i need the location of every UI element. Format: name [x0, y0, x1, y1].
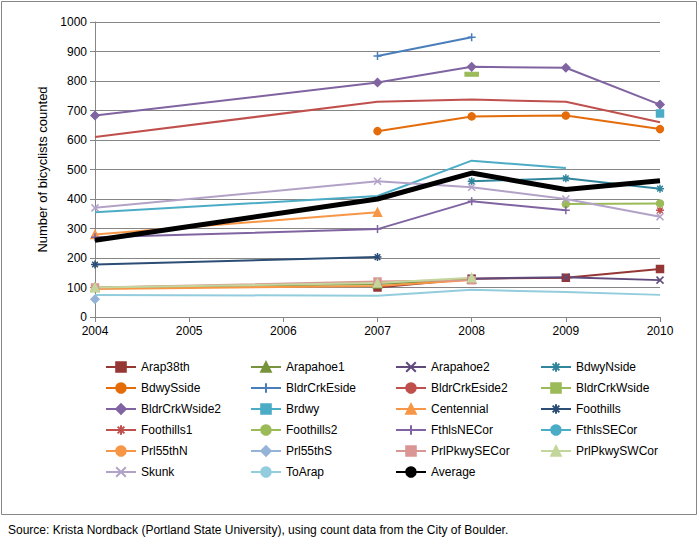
svg-text:BldrCrkEside: BldrCrkEside — [286, 381, 356, 395]
svg-text:BdwyNside: BdwyNside — [576, 360, 636, 374]
svg-text:Skunk: Skunk — [141, 465, 175, 479]
svg-text:Foothills2: Foothills2 — [286, 423, 338, 437]
svg-text:BldrCrkWside: BldrCrkWside — [576, 381, 650, 395]
svg-text:600: 600 — [67, 133, 87, 147]
svg-text:1000: 1000 — [60, 15, 87, 29]
svg-text:2005: 2005 — [176, 324, 203, 338]
svg-text:Arapahoe1: Arapahoe1 — [286, 360, 345, 374]
svg-text:Number of bicyclists counted: Number of bicyclists counted — [35, 86, 50, 252]
svg-text:2004: 2004 — [82, 324, 109, 338]
svg-text:2010: 2010 — [647, 324, 674, 338]
svg-text:2007: 2007 — [364, 324, 391, 338]
svg-text:200: 200 — [67, 251, 87, 265]
svg-text:Arap38th: Arap38th — [141, 360, 190, 374]
svg-text:FthlsSECor: FthlsSECor — [576, 423, 637, 437]
svg-text:PrlPkwySECor: PrlPkwySECor — [431, 444, 510, 458]
svg-text:300: 300 — [67, 222, 87, 236]
svg-text:100: 100 — [67, 281, 87, 295]
svg-text:2006: 2006 — [270, 324, 297, 338]
svg-text:700: 700 — [67, 104, 87, 118]
svg-text:Prl55thS: Prl55thS — [286, 444, 332, 458]
svg-text:Foothills1: Foothills1 — [141, 423, 193, 437]
svg-text:800: 800 — [67, 74, 87, 88]
svg-text:FthlsNECor: FthlsNECor — [431, 423, 493, 437]
svg-text:900: 900 — [67, 45, 87, 59]
svg-text:Source: Krista Nordback (Portl: Source: Krista Nordback (Portland State … — [8, 523, 508, 537]
svg-text:Foothills: Foothills — [576, 402, 621, 416]
svg-text:2009: 2009 — [552, 324, 579, 338]
svg-text:ToArap: ToArap — [286, 465, 324, 479]
svg-text:BldrCrkWside2: BldrCrkWside2 — [141, 402, 221, 416]
svg-text:2008: 2008 — [458, 324, 485, 338]
svg-text:400: 400 — [67, 192, 87, 206]
svg-text:500: 500 — [67, 163, 87, 177]
svg-text:Prl55thN: Prl55thN — [141, 444, 188, 458]
svg-text:0: 0 — [80, 310, 87, 324]
svg-text:Brdwy: Brdwy — [286, 402, 319, 416]
svg-text:Centennial: Centennial — [431, 402, 488, 416]
svg-text:PrlPkwySWCor: PrlPkwySWCor — [576, 444, 658, 458]
svg-text:BdwySside: BdwySside — [141, 381, 201, 395]
svg-text:Arapahoe2: Arapahoe2 — [431, 360, 490, 374]
svg-text:BldrCrkEside2: BldrCrkEside2 — [431, 381, 508, 395]
svg-text:Average: Average — [431, 465, 476, 479]
